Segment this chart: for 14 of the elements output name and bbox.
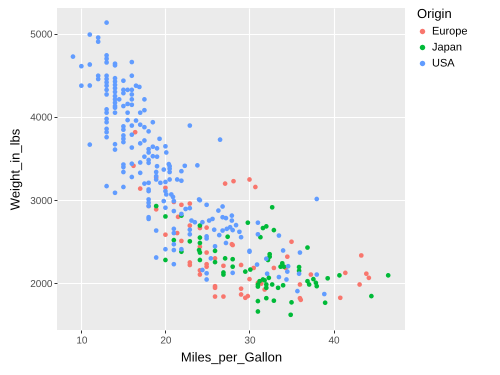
x-tick-label: 40 <box>328 336 340 346</box>
y-axis-title: Weight_in_lbs <box>7 128 22 210</box>
y-tick-label: 4000 <box>30 112 53 124</box>
x-tick-label: 20 <box>160 336 172 346</box>
legend-title: Origin <box>417 6 452 21</box>
legend-label: USA <box>432 58 456 70</box>
legend-label: Japan <box>432 42 462 54</box>
y-tick-label: 5000 <box>30 30 53 41</box>
legend-label: Europe <box>432 26 468 38</box>
y-tick-label: 3000 <box>30 196 53 207</box>
x-tick-label: 30 <box>244 336 256 346</box>
x-tick-label: 10 <box>76 336 88 346</box>
y-tick-label: 2000 <box>30 278 53 290</box>
x-axis-title: Miles_per_Gallon <box>180 350 282 364</box>
